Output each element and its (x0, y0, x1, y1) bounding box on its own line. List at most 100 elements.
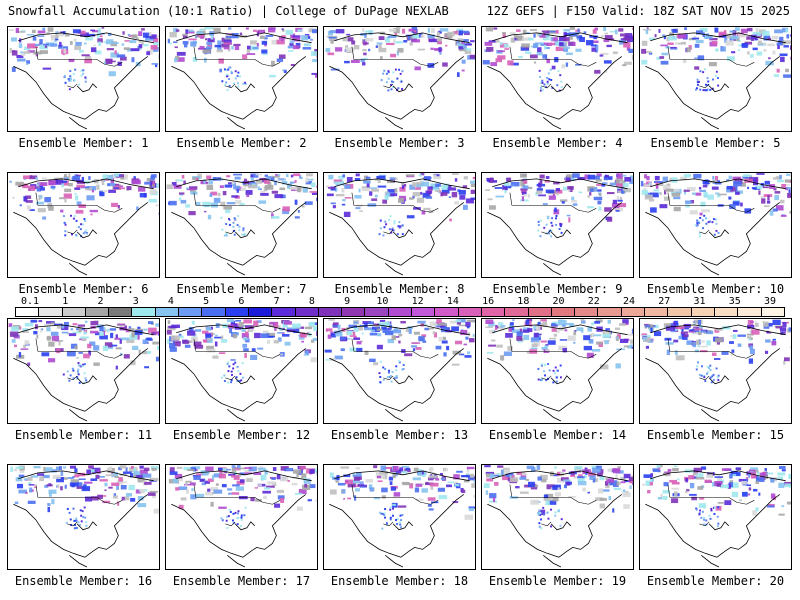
snowfall-patch (293, 173, 301, 177)
snowfall-patch (592, 467, 601, 474)
snowfall-patch (703, 191, 708, 197)
snowfall-patch (297, 187, 302, 193)
snowfall-patch (151, 174, 157, 178)
snowfall-patch (653, 189, 660, 192)
snowfall-patch (526, 465, 535, 470)
snowfall-patch (207, 214, 212, 220)
snowfall-patch (700, 201, 706, 207)
snowfall-patch (238, 229, 241, 232)
snowfall-patch (47, 335, 51, 341)
snowfall-patch (113, 187, 120, 189)
snowfall-patch (80, 74, 83, 77)
snowfall-patch (84, 516, 87, 519)
snowfall-patch (490, 62, 498, 67)
snowfall-patch (81, 510, 84, 513)
colorbar-label: 31 (693, 296, 706, 307)
snowfall-patch (433, 332, 438, 338)
snowfall-patch (558, 36, 567, 42)
snowfall-patch (539, 514, 542, 517)
snowfall-patch (110, 332, 114, 339)
snowfall-patch (230, 359, 236, 361)
snowfall-patch (237, 85, 240, 88)
snowfall-patch (363, 57, 368, 61)
snowfall-patch (388, 218, 390, 221)
snowfall-patch (545, 33, 550, 37)
snowfall-patch (69, 70, 72, 73)
snowfall-patch (332, 205, 336, 209)
snowfall-patch (404, 353, 413, 357)
snowfall-patch (244, 469, 250, 474)
snowfall-patch (210, 191, 218, 196)
snowfall-patch (233, 476, 240, 480)
snowfall-patch (9, 331, 19, 337)
snowfall-patch (368, 484, 373, 490)
snowfall-patch (131, 57, 135, 63)
snowfall-patch (282, 69, 286, 72)
snowfall-patch (484, 41, 493, 46)
snowfall-patch (179, 193, 183, 197)
snowfall-patch (670, 189, 676, 194)
snowfall-patch (93, 319, 100, 322)
snowfall-patch (173, 41, 178, 43)
snowfall-patch (524, 484, 531, 488)
snowfall-patch (412, 39, 421, 43)
snowfall-patch (527, 193, 531, 198)
snowfall-patch (77, 482, 83, 488)
snowfall-patch (577, 28, 580, 34)
snowfall-patch (168, 342, 176, 349)
snowfall-patch (575, 48, 582, 52)
snowfall-patch (302, 187, 308, 193)
colorbar-label: 16 (482, 296, 495, 307)
snowfall-patch (562, 347, 568, 353)
snowfall-patch (193, 475, 201, 480)
snowfall-patch (24, 197, 28, 202)
snowfall-patch (81, 54, 90, 57)
snowfall-patch (461, 42, 465, 44)
snowfall-patch (485, 326, 493, 329)
snowfall-patch (418, 336, 425, 342)
snowfall-patch (695, 339, 700, 345)
snowfall-patch (395, 376, 398, 379)
snowfall-patch (57, 483, 60, 489)
snowfall-patch (401, 349, 406, 353)
snowfall-patch (116, 480, 124, 485)
snowfall-patch (758, 492, 761, 496)
snowfall-patch (50, 322, 55, 325)
snowfall-patch (89, 341, 96, 346)
snowfall-patch (597, 200, 602, 205)
country-border (509, 192, 597, 235)
snowfall-patch (717, 379, 720, 382)
snowfall-patch (451, 191, 458, 198)
snowfall-patch (599, 475, 605, 481)
country-border (667, 46, 755, 89)
snowfall-patch (430, 28, 435, 34)
snowfall-patch (344, 184, 351, 189)
snowfall-patch (353, 44, 360, 50)
snowfall-patch (525, 478, 529, 481)
snowfall-patch (367, 203, 377, 207)
snowfall-patch (237, 510, 240, 513)
snowfall-patch (697, 319, 702, 326)
snowfall-patch (332, 322, 339, 328)
snowfall-patch (218, 58, 224, 64)
snowfall-patch (689, 493, 697, 496)
snowfall-patch (133, 176, 136, 181)
snowfall-patch (10, 37, 17, 42)
snowfall-patch (555, 188, 561, 192)
snowfall-patch (506, 177, 512, 182)
snowfall-patch (77, 364, 80, 367)
snowfall-patch (544, 374, 547, 377)
snowfall-patch (396, 27, 401, 29)
snowfall-patch (167, 338, 171, 344)
snowfall-patch (545, 189, 555, 194)
snowfall-patch (622, 37, 631, 41)
snowfall-patch (717, 374, 720, 377)
snowfall-patch (464, 50, 472, 55)
snowfall-patch (28, 185, 36, 191)
snowfall-patch (466, 326, 470, 329)
snowfall-patch (293, 328, 300, 334)
snowfall-patch (260, 474, 267, 481)
snowfall-patch (351, 40, 356, 45)
snowfall-patch (403, 40, 408, 43)
snowfall-patch (353, 321, 359, 324)
